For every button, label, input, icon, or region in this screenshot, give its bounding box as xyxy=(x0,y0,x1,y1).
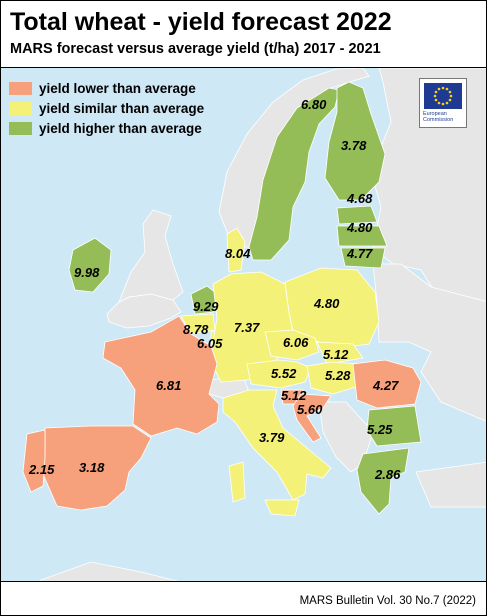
label-spain: 3.18 xyxy=(79,460,105,475)
czechia-shape xyxy=(264,329,320,361)
italy-shape xyxy=(222,389,332,501)
label-slovakia: 5.12 xyxy=(323,347,349,362)
north-africa-shape xyxy=(40,561,179,581)
label-france: 6.81 xyxy=(156,378,181,393)
label-finland: 3.78 xyxy=(341,138,367,153)
romania-shape xyxy=(352,359,422,409)
label-ireland: 9.98 xyxy=(74,265,100,280)
legend-swatch-similar xyxy=(9,101,32,115)
ireland-shape xyxy=(68,237,112,293)
legend-label-higher: yield higher than average xyxy=(39,120,202,136)
label-hungary: 5.28 xyxy=(325,368,351,383)
value-labels: 6.80 3.78 4.68 4.80 4.77 9.98 8.04 9.29 … xyxy=(28,97,401,482)
europe-map: 6.80 3.78 4.68 4.80 4.77 9.98 8.04 9.29 … xyxy=(22,68,486,581)
label-estonia: 4.68 xyxy=(346,191,373,206)
legend-swatch-lower xyxy=(9,81,32,95)
poland-shape xyxy=(284,267,380,349)
greece-shape xyxy=(356,447,410,515)
croatia-shape xyxy=(292,393,332,443)
legend-item-similar: yield similar than average xyxy=(9,98,204,118)
map-area: 6.80 3.78 4.68 4.80 4.77 9.98 8.04 9.29 … xyxy=(1,67,486,582)
legend-swatch-higher xyxy=(9,121,32,135)
label-sweden: 6.80 xyxy=(301,97,327,112)
legend-item-lower: yield lower than average xyxy=(9,78,204,98)
label-belgium: 8.78 xyxy=(183,322,209,337)
estonia-shape xyxy=(336,205,378,225)
sicily-shape xyxy=(264,499,300,517)
european-commission-logo: European Commission xyxy=(419,78,467,128)
latvia-shape xyxy=(336,225,388,247)
sardinia-shape xyxy=(228,461,246,503)
france-shape xyxy=(102,315,220,437)
label-czechia: 6.06 xyxy=(283,335,309,350)
label-austria: 5.52 xyxy=(271,366,297,381)
britain-north-shape xyxy=(118,209,184,303)
eu-flag-icon xyxy=(424,83,462,109)
source-footer: MARS Bulletin Vol. 30 No.7 (2022) xyxy=(299,595,476,607)
map-subtitle: MARS forecast versus average yield (t/ha… xyxy=(10,41,381,57)
label-luxembourg: 6.05 xyxy=(197,336,223,351)
label-lithuania: 4.77 xyxy=(346,246,373,261)
legend-label-lower: yield lower than average xyxy=(39,80,196,96)
slovakia-shape xyxy=(316,341,364,365)
map-title: Total wheat - yield forecast 2022 xyxy=(10,8,392,36)
finland-shape xyxy=(324,81,386,201)
lithuania-shape xyxy=(340,247,386,269)
label-bulgaria: 5.25 xyxy=(367,422,393,437)
turkey-shape xyxy=(415,461,486,508)
austria-shape xyxy=(246,359,312,389)
label-latvia: 4.80 xyxy=(346,220,373,235)
label-denmark: 8.04 xyxy=(225,246,251,261)
legend-item-higher: yield higher than average xyxy=(9,118,204,138)
label-slovenia: 5.12 xyxy=(281,388,307,403)
sweden-shape xyxy=(248,87,340,261)
eu-logo-text: European Commission xyxy=(423,111,454,123)
belarus-ukraine-shape xyxy=(372,263,486,422)
map-legend: yield lower than average yield similar t… xyxy=(9,78,204,138)
denmark-shape xyxy=(226,227,246,273)
label-poland: 4.80 xyxy=(313,296,340,311)
portugal-shape xyxy=(22,429,46,493)
label-netherlands: 9.29 xyxy=(193,299,219,314)
label-germany: 7.37 xyxy=(234,320,260,335)
bulgaria-shape xyxy=(366,405,422,447)
label-italy: 3.79 xyxy=(259,430,285,445)
balkans-shape xyxy=(318,401,374,473)
label-portugal: 2.15 xyxy=(28,462,55,477)
label-romania: 4.27 xyxy=(372,378,399,393)
label-croatia: 5.60 xyxy=(297,402,323,417)
legend-label-similar: yield similar than average xyxy=(39,100,205,116)
label-greece: 2.86 xyxy=(374,467,401,482)
